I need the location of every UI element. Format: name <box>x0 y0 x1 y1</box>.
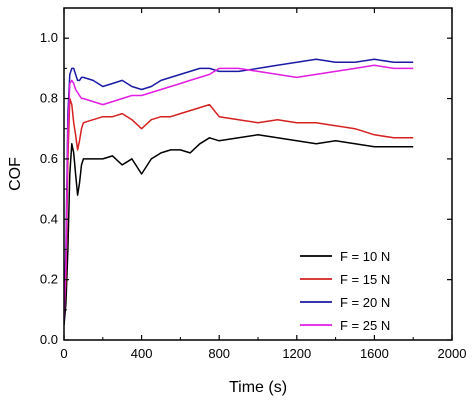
y-tick-label: 1.0 <box>40 30 58 45</box>
series-line-1 <box>64 134 414 325</box>
axes-layer: 0 400 800 1200 1600 2000 0.0 0.2 0.4 0.6 0.8 1.0 <box>40 7 467 361</box>
legend-label: F = 10 N <box>340 249 390 264</box>
series-line-2 <box>64 97 414 316</box>
x-tick-label: 0 <box>60 346 67 361</box>
y-tick-label: 0.4 <box>40 211 58 226</box>
series-line-3 <box>64 58 414 322</box>
y-tick-label: 0.6 <box>40 151 58 166</box>
x-tick-label: 2000 <box>438 346 467 361</box>
x-tick-label: 800 <box>208 346 230 361</box>
legend-label: F = 15 N <box>340 272 390 287</box>
y-tick-label: 0.2 <box>40 272 58 287</box>
x-tick-label: 1600 <box>360 346 389 361</box>
x-tick-label: 1200 <box>282 346 311 361</box>
y-tick-label: 0.0 <box>40 332 58 347</box>
y-tick-label: 0.8 <box>40 91 58 106</box>
series-line-4 <box>64 64 414 319</box>
plot-frame <box>63 7 453 341</box>
y-axis-title: COF <box>7 157 24 191</box>
legend-label: F = 25 N <box>340 318 390 333</box>
legend: F = 10 N F = 15 N F = 20 N F = 25 N <box>300 249 390 333</box>
x-tick-label: 400 <box>131 346 153 361</box>
legend-label: F = 20 N <box>340 295 390 310</box>
series-layer <box>64 58 414 325</box>
x-axis-title: Time (s) <box>229 379 287 396</box>
